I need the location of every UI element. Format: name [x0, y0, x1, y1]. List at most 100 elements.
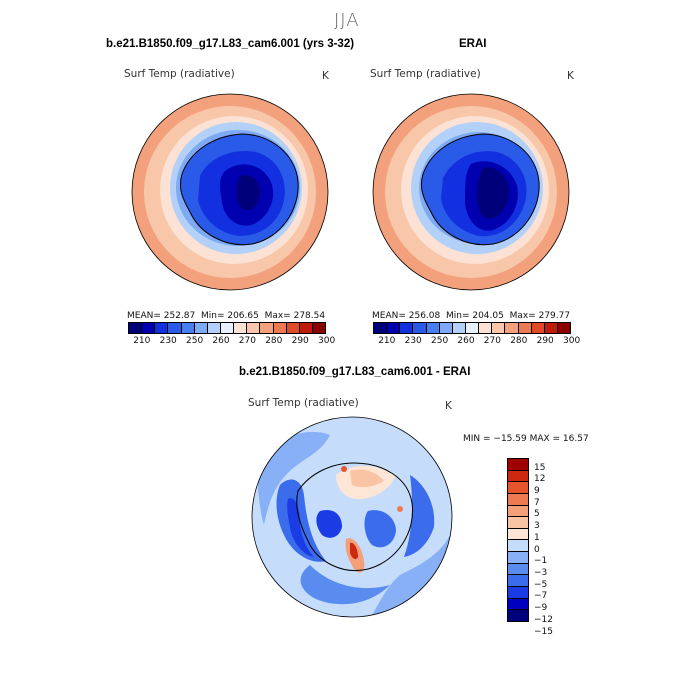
colorbar-swatch — [508, 610, 528, 621]
bottom-units-label: K — [445, 400, 452, 412]
colorbar-swatch — [260, 323, 274, 333]
colorbar-swatch — [531, 323, 545, 333]
left-panel-title: b.e21.B1850.f09_g17.L83_cam6.001 (yrs 3-… — [106, 38, 355, 50]
colorbar-tick-label: 290 — [536, 336, 554, 346]
colorbar-tick-label: 260 — [457, 336, 475, 346]
diff-cold-2 — [364, 510, 396, 548]
right-variable-label: Surf Temp (radiative) — [370, 68, 481, 80]
colorbar-tick-label: 210 — [378, 336, 396, 346]
left-units-label: K — [322, 70, 329, 82]
colorbar-swatch — [508, 482, 528, 494]
colorbar-swatch — [155, 323, 169, 333]
right-map-border — [372, 93, 570, 291]
colorbar-swatch — [508, 598, 528, 611]
diff-map-border — [251, 416, 453, 618]
colorbar-tick-label: 250 — [186, 336, 204, 346]
colorbar-tick-label: 280 — [510, 336, 528, 346]
right-colorbar-ticks: 210 230 250 260 270 280 290 300 — [373, 336, 580, 348]
colorbar-swatch — [220, 323, 235, 333]
colorbar-swatch — [505, 323, 519, 333]
right-colorbar — [373, 322, 571, 334]
colorbar-swatch — [508, 563, 528, 576]
left-coastline — [179, 133, 299, 246]
colorbar-tick-label: 210 — [133, 336, 151, 346]
colorbar-tick-label: 300 — [318, 336, 336, 346]
colorbar-tick-label: 5 — [534, 509, 540, 520]
colorbar-tick-label: −9 — [534, 603, 548, 614]
colorbar-swatch — [479, 323, 493, 333]
left-stats: MEAN= 252.87 Min= 206.65 Max= 278.54 — [127, 311, 325, 321]
difference-colorbar — [507, 458, 529, 622]
colorbar-swatch — [508, 459, 528, 471]
colorbar-swatch — [508, 517, 528, 529]
figure-title: JJA — [334, 10, 360, 31]
right-map — [372, 93, 570, 291]
colorbar-tick-label: −15 — [534, 626, 553, 637]
left-colorbar-ticks: 210 230 250 260 270 280 290 300 — [128, 336, 335, 348]
diff-patch-1 — [257, 431, 330, 525]
right-panel-title: ERAI — [459, 38, 487, 50]
colorbar-swatch — [508, 505, 528, 518]
left-colorbar — [128, 322, 326, 334]
colorbar-swatch — [518, 323, 532, 333]
left-stat-mean: MEAN= 252.87 — [127, 311, 196, 321]
bottom-panel-title: b.e21.B1850.f09_g17.L83_cam6.001 - ERAI — [239, 366, 471, 378]
colorbar-swatch — [465, 323, 480, 333]
diff-coastline — [296, 462, 414, 571]
colorbar-swatch — [439, 323, 453, 333]
colorbar-tick-label: 230 — [404, 336, 422, 346]
colorbar-swatch — [234, 323, 248, 333]
colorbar-swatch — [508, 493, 528, 506]
colorbar-tick-label: 0 — [534, 544, 540, 555]
colorbar-tick-label: 3 — [534, 521, 540, 532]
right-stat-mean: MEAN= 256.08 — [372, 311, 441, 321]
bottom-variable-label: Surf Temp (radiative) — [248, 397, 359, 409]
colorbar-swatch — [273, 323, 287, 333]
diff-hot-dot-1 — [341, 466, 347, 472]
colorbar-swatch — [312, 323, 326, 333]
left-stat-max: Max= 278.54 — [264, 311, 326, 321]
colorbar-swatch — [387, 323, 401, 333]
colorbar-swatch — [168, 323, 182, 333]
left-map — [131, 93, 329, 291]
diff-patch-3 — [300, 565, 390, 605]
colorbar-swatch — [299, 323, 313, 333]
colorbar-tick-label: 260 — [212, 336, 230, 346]
diff-patch-6 — [404, 475, 435, 557]
colorbar-tick-label: −3 — [534, 567, 548, 578]
colorbar-swatch — [508, 540, 528, 553]
right-units-label: K — [567, 70, 574, 82]
colorbar-tick-label: 250 — [431, 336, 449, 346]
colorbar-swatch — [207, 323, 221, 333]
colorbar-tick-label: −1 — [534, 556, 548, 567]
colorbar-swatch — [557, 323, 571, 333]
right-antarctica-core — [477, 167, 509, 219]
colorbar-tick-label: 280 — [265, 336, 283, 346]
colorbar-tick-label: 15 — [534, 462, 546, 473]
diff-cold-1 — [316, 509, 342, 538]
colorbar-tick-label: 270 — [238, 336, 256, 346]
diff-hot-spot — [350, 542, 358, 560]
colorbar-swatch — [374, 323, 388, 333]
colorbar-tick-label: 7 — [534, 497, 540, 508]
colorbar-tick-label: 9 — [534, 485, 540, 496]
colorbar-swatch — [247, 323, 261, 333]
colorbar-swatch — [129, 323, 143, 333]
difference-colorbar-ticks: 15 12 9 7 5 3 1 0 −1 −3 −5 −7 −9 −12 −15 — [534, 458, 574, 637]
colorbar-tick-label: 300 — [563, 336, 581, 346]
left-stat-min: Min= 206.65 — [200, 311, 259, 321]
colorbar-swatch — [508, 470, 528, 483]
colorbar-tick-label: −12 — [534, 614, 553, 625]
colorbar-tick-label: 12 — [534, 474, 546, 485]
right-stat-max: Max= 279.77 — [509, 311, 571, 321]
right-stats: MEAN= 256.08 Min= 204.05 Max= 279.77 — [372, 311, 570, 321]
colorbar-tick-label: 270 — [483, 336, 501, 346]
colorbar-swatch — [286, 323, 300, 333]
diff-patch-5 — [287, 498, 314, 557]
colorbar-swatch — [181, 323, 195, 333]
colorbar-swatch — [400, 323, 414, 333]
colorbar-swatch — [142, 323, 156, 333]
left-map-border — [131, 93, 329, 291]
colorbar-swatch — [426, 323, 440, 333]
diff-warm-core — [350, 469, 384, 488]
